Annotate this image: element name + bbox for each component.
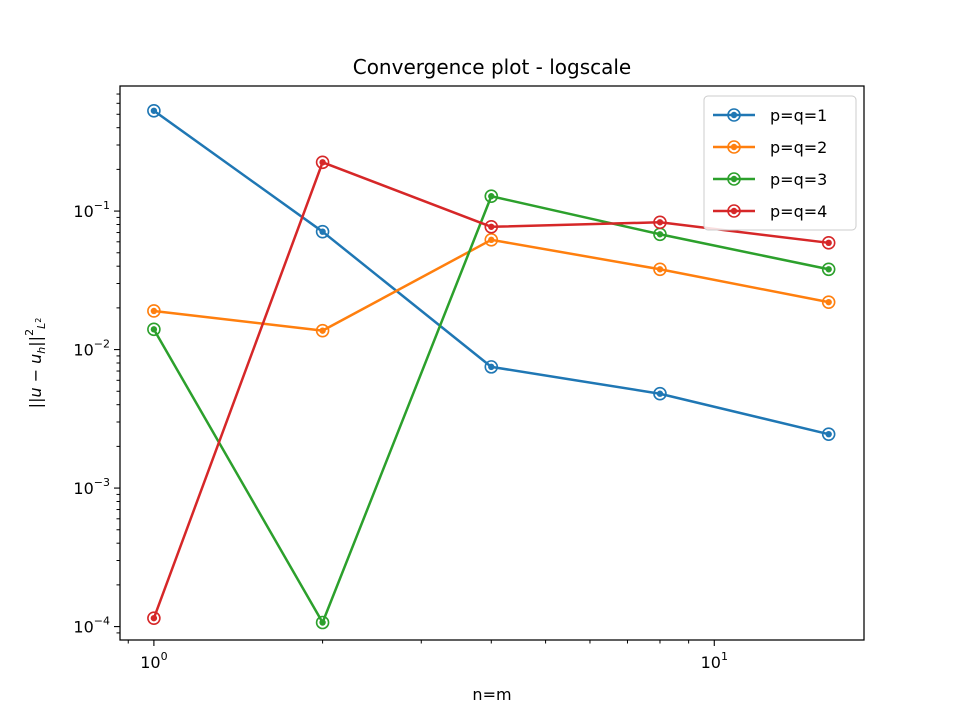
- data-point-center: [488, 236, 495, 244]
- y-tick-label: 10−2: [73, 338, 110, 360]
- legend-label: p=q=4: [770, 202, 827, 221]
- y-tick-label: 10−3: [73, 476, 110, 498]
- data-point: [147, 611, 161, 625]
- legend-label: p=q=1: [770, 106, 827, 125]
- data-point: [484, 360, 499, 374]
- y-axis-title: ||u − uh||2L2: [23, 318, 48, 409]
- data-point: [147, 322, 161, 337]
- data-point-center: [488, 223, 495, 230]
- data-point-center: [150, 326, 158, 333]
- y-tick-label: 10−4: [73, 615, 110, 637]
- data-point: [484, 189, 499, 204]
- legend-label: p=q=3: [770, 170, 827, 189]
- data-point: [484, 219, 499, 234]
- data-point-center: [488, 363, 495, 371]
- data-point: [821, 295, 836, 309]
- legend-marker: [727, 108, 741, 122]
- x-tick-label: 100: [140, 650, 167, 672]
- data-point-center: [825, 430, 832, 438]
- data-point: [147, 304, 161, 318]
- legend-marker-center: [730, 111, 738, 119]
- data-point: [147, 103, 161, 118]
- data-point: [315, 224, 330, 239]
- data-point: [653, 215, 667, 230]
- data-point: [653, 386, 667, 401]
- data-point-center: [656, 231, 664, 238]
- data-point: [653, 262, 667, 277]
- data-point-center: [825, 266, 832, 273]
- data-point-center: [488, 193, 495, 200]
- data-point: [821, 236, 836, 250]
- legend-marker: [727, 172, 741, 186]
- data-point-center: [825, 298, 832, 306]
- data-point: [315, 323, 330, 338]
- data-point-center: [150, 307, 158, 315]
- data-point-center: [656, 219, 664, 226]
- y-tick-label: 10−1: [73, 199, 110, 221]
- data-point-center: [319, 327, 326, 334]
- data-point-center: [825, 239, 832, 247]
- legend-marker: [727, 204, 741, 218]
- legend: p=q=1 p=q=2 p=q=3 p=q=4: [703, 95, 857, 231]
- data-point-center: [150, 614, 158, 622]
- x-tick-label: 101: [701, 650, 728, 672]
- legend-label: p=q=2: [770, 138, 827, 157]
- data-point: [315, 615, 330, 630]
- data-point: [821, 427, 836, 441]
- data-point-center: [656, 266, 664, 273]
- data-point-center: [150, 107, 158, 114]
- data-point-center: [319, 619, 326, 626]
- chart-title: Convergence plot - logscale: [353, 55, 632, 79]
- data-point-center: [319, 228, 326, 235]
- data-point-center: [319, 159, 326, 166]
- legend-marker: [727, 140, 741, 154]
- x-axis-title: n=m: [472, 685, 511, 704]
- legend-marker-center: [730, 207, 738, 215]
- legend-marker-center: [730, 175, 738, 183]
- legend-box: [703, 95, 857, 231]
- data-point: [315, 155, 330, 170]
- data-point: [484, 233, 499, 247]
- data-point-center: [656, 390, 664, 397]
- data-point: [821, 262, 836, 277]
- legend-marker-center: [730, 143, 738, 151]
